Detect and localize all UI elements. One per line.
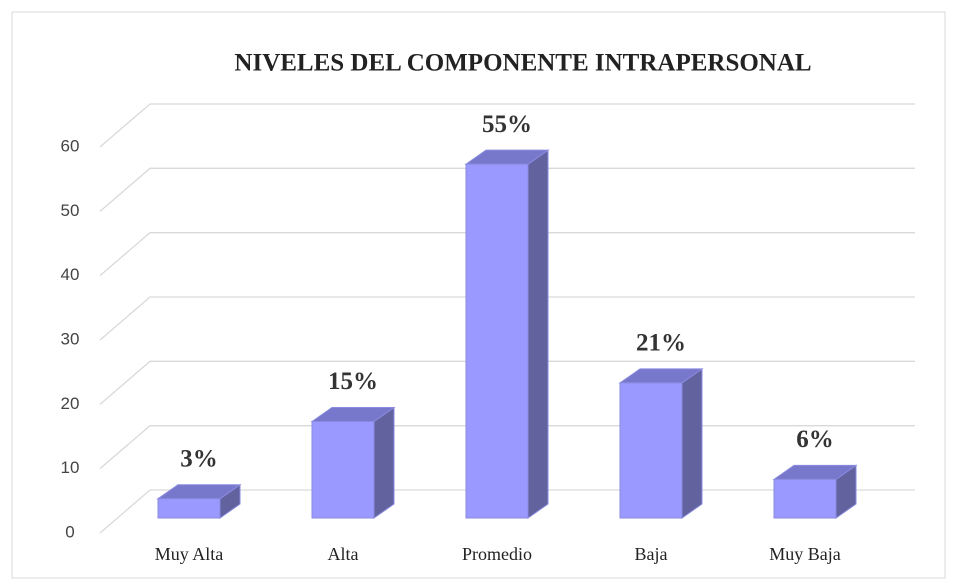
y-tick-label: 0 xyxy=(65,522,74,541)
y-tick-label: 20 xyxy=(61,394,80,413)
x-tick-label: Muy Baja xyxy=(769,544,841,564)
bar-side xyxy=(373,406,395,519)
data-label: 15% xyxy=(328,368,378,395)
chart-title: NIVELES DEL COMPONENTE INTRAPERSONAL xyxy=(234,50,811,77)
bar xyxy=(773,478,837,519)
y-tick-label: 30 xyxy=(61,329,80,348)
x-tick-label: Promedio xyxy=(462,544,532,564)
grid-line xyxy=(99,167,915,212)
grid-line xyxy=(99,103,915,148)
data-label: 6% xyxy=(796,426,834,453)
x-tick-label: Baja xyxy=(635,544,668,564)
bar xyxy=(465,163,529,519)
bar-side xyxy=(527,149,549,519)
y-tick-label: 60 xyxy=(61,136,80,155)
data-label: 3% xyxy=(180,445,218,472)
y-tick-label: 40 xyxy=(61,265,80,284)
y-tick-label: 10 xyxy=(61,458,80,477)
bar xyxy=(311,421,375,519)
x-tick-label: Muy Alta xyxy=(155,544,224,564)
grid-line xyxy=(99,296,915,341)
data-label: 55% xyxy=(482,111,532,138)
bar xyxy=(157,498,221,519)
y-tick-label: 50 xyxy=(61,201,80,220)
grid-line xyxy=(99,360,915,405)
x-tick-label: Alta xyxy=(328,544,359,564)
bar-side xyxy=(681,367,703,519)
bar xyxy=(619,382,683,519)
data-label: 21% xyxy=(636,330,686,357)
grid-line xyxy=(99,232,915,277)
